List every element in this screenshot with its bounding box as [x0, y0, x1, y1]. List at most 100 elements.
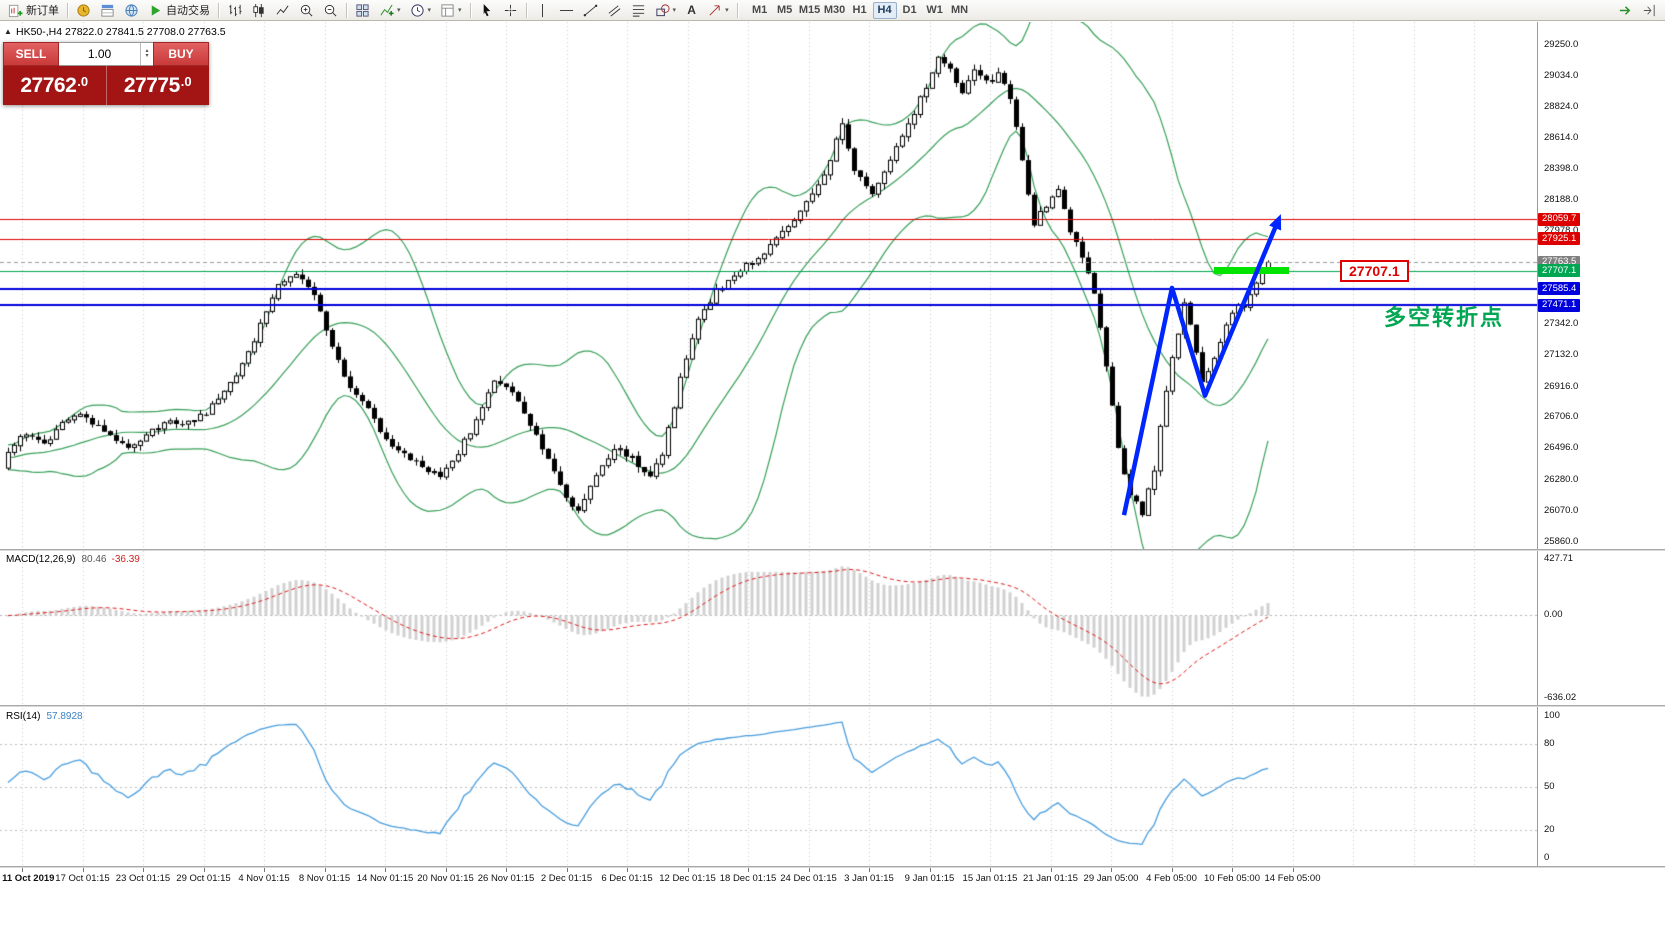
time-tick — [204, 868, 205, 872]
shapes-icon — [655, 3, 670, 16]
vertical-line-tool-button[interactable] — [531, 1, 554, 20]
price-axis-label: 27978.0 — [1544, 224, 1579, 236]
time-tick — [1293, 868, 1294, 872]
fibonacci-tool-button[interactable] — [627, 1, 650, 20]
line-chart-icon — [276, 5, 289, 15]
time-axis-label: 21 Jan 01:15 — [1023, 873, 1078, 884]
price-axis-label: 26280.0 — [1544, 473, 1579, 485]
indicators-button[interactable]: ▾ — [375, 1, 405, 20]
one-click-panel-toggle[interactable]: ▲ — [4, 27, 12, 36]
time-axis-label: 29 Oct 01:15 — [176, 873, 231, 884]
arrow-tool-icon — [709, 4, 720, 16]
panel-separator[interactable] — [0, 705, 1665, 707]
turning-point-note[interactable]: 多空转折点 — [1384, 305, 1505, 330]
panel-separator[interactable] — [0, 549, 1665, 551]
time-axis-label: 20 Nov 01:15 — [417, 873, 474, 884]
dropdown-caret-icon: ▾ — [672, 6, 677, 14]
tile-windows-button[interactable] — [351, 1, 374, 20]
time-tick — [990, 868, 991, 872]
text-tool-button[interactable]: A — [681, 1, 702, 20]
new-order-button[interactable]: 新订单 — [4, 1, 63, 20]
zoom-in-button[interactable] — [295, 1, 318, 20]
auto-scroll-button[interactable] — [1614, 1, 1637, 20]
price-axis-label: 27132.0 — [1544, 349, 1579, 360]
templates-button[interactable]: ▾ — [436, 1, 466, 20]
channel-icon — [608, 4, 620, 16]
price-axis-label: 27342.0 — [1544, 318, 1579, 330]
timeframe-toolbar: M1 M5 M15 M30 H1 H4 D1 W1 MN — [748, 1, 972, 19]
dropdown-caret-icon: ▾ — [725, 6, 729, 14]
buy-button[interactable]: BUY — [153, 42, 209, 66]
channel-tool-button[interactable] — [603, 1, 626, 20]
volume-input[interactable]: 1.00 ▴ ▾ — [59, 42, 153, 66]
macd-panel-canvas[interactable] — [0, 551, 1537, 705]
timeframe-m30-button[interactable]: M30 — [823, 4, 846, 16]
horizontal-line-icon — [559, 9, 573, 11]
time-axis-label: 10 Feb 05:00 — [1204, 873, 1260, 884]
horizontal-line-tool-button[interactable] — [555, 1, 578, 20]
periods-button[interactable]: ▾ — [406, 1, 436, 20]
bar-chart-icon — [229, 4, 242, 16]
time-axis-label: 4 Nov 01:15 — [238, 873, 290, 884]
price-axis-label: 26496.0 — [1544, 442, 1579, 454]
buy-price-button[interactable]: 27775 .0 — [107, 66, 210, 105]
price-axis-label: 29250.0 — [1544, 38, 1579, 50]
stepper-up-icon[interactable]: ▴ — [145, 48, 149, 54]
arrows-tool-button[interactable]: ▾ — [703, 1, 733, 20]
rsi-panel-canvas[interactable] — [0, 708, 1537, 866]
market-watch-button[interactable] — [72, 1, 95, 20]
support-highlight-bar[interactable] — [1214, 267, 1289, 275]
time-axis-label: 18 Dec 01:15 — [719, 873, 777, 884]
zoom-in-icon — [300, 4, 313, 16]
time-axis[interactable]: 11 Oct 2019 17 Oct 01:15 23 Oct 01:15 29 Oc… — [0, 868, 1665, 890]
zoom-out-button[interactable] — [319, 1, 342, 20]
timeframe-mn-button[interactable]: MN — [951, 4, 969, 16]
timeframe-h1-button[interactable]: H1 — [852, 4, 867, 16]
data-window-button[interactable] — [96, 1, 119, 20]
hline-price-tag: 27925.1 — [1538, 232, 1581, 246]
price-chart-canvas[interactable] — [0, 22, 1537, 549]
price-axis-label: 28824.0 — [1544, 100, 1579, 112]
time-axis-label: 15 Jan 01:15 — [962, 873, 1018, 884]
chart-shift-button[interactable] — [1638, 1, 1661, 20]
shapes-tool-button[interactable]: ▾ — [651, 1, 681, 20]
bar-chart-button[interactable] — [223, 1, 246, 20]
timeframe-w1-button[interactable]: W1 — [926, 4, 943, 16]
price-axis-label: 26706.0 — [1544, 411, 1579, 423]
sell-price-button[interactable]: 27762 .0 — [3, 66, 106, 105]
price-callout-label[interactable]: 27707.1 — [1340, 260, 1409, 282]
price-axis[interactable]: 29250.0 29034.0 28824.0 28614.0 28398.0 28188… — [1538, 0, 1665, 944]
timeframe-m5-button[interactable]: M5 — [776, 4, 793, 16]
timeframe-m15-button[interactable]: M15 — [798, 4, 821, 16]
trend-arrow-annotation[interactable] — [0, 22, 1537, 549]
price-axis-label: 29034.0 — [1544, 70, 1579, 82]
new-order-icon — [8, 4, 23, 17]
navigator-icon — [125, 3, 138, 17]
time-tick — [688, 868, 689, 872]
time-tick — [1051, 868, 1052, 872]
text-tool-icon: A — [687, 3, 696, 17]
volume-stepper[interactable]: ▴ ▾ — [140, 43, 153, 65]
stepper-down-icon[interactable]: ▾ — [145, 53, 149, 59]
time-axis-label: 14 Feb 05:00 — [1264, 873, 1321, 884]
rsi-axis-label: 50 — [1544, 781, 1555, 792]
crosshair-button[interactable] — [499, 1, 522, 20]
trendline-tool-button[interactable] — [579, 1, 602, 20]
timeframe-d1-button[interactable]: D1 — [902, 4, 917, 16]
line-chart-button[interactable] — [271, 1, 294, 20]
auto-trading-button[interactable]: 自动交易 — [144, 1, 214, 20]
dropdown-caret-icon: ▾ — [458, 6, 462, 14]
timeframe-m1-button[interactable]: M1 — [751, 4, 768, 16]
cursor-button[interactable] — [475, 1, 498, 20]
indicators-icon — [380, 4, 394, 16]
sell-button[interactable]: SELL — [3, 42, 59, 66]
time-tick — [264, 868, 265, 872]
rsi-indicator-label: RSI(14) 57.8928 — [6, 711, 83, 722]
time-tick — [1172, 868, 1173, 872]
time-tick — [627, 868, 628, 872]
navigator-button[interactable] — [120, 1, 143, 20]
panel-separator[interactable] — [0, 866, 1665, 868]
candle-chart-button[interactable] — [247, 1, 270, 20]
timeframe-h4-button[interactable]: H4 — [872, 1, 897, 19]
time-axis-label: 17 Oct 01:15 — [55, 873, 110, 884]
